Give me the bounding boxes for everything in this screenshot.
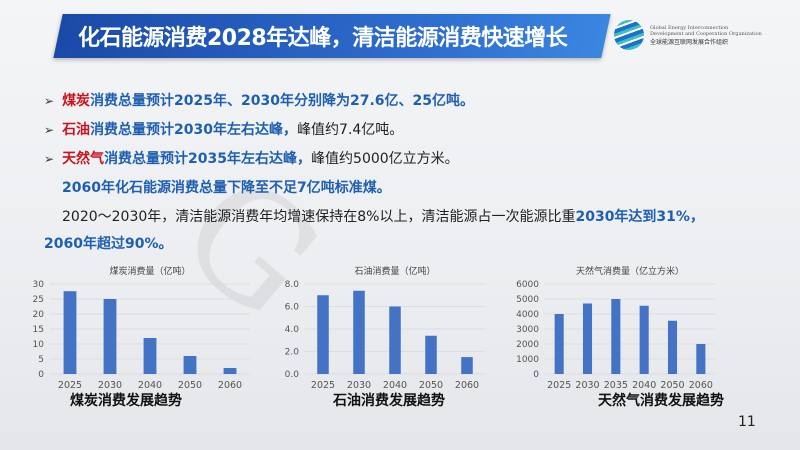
arrow-bullet-icon: ➢: [44, 123, 55, 137]
bullet-text: 消费总量预计2030年左右达峰，: [90, 122, 298, 138]
bar-2025: [554, 314, 564, 374]
x-tick-label: 2025: [311, 380, 335, 391]
bullet-coal: ➢ 煤炭消费总量预计2025年、2030年分别降为27.6亿、25亿吨。: [44, 90, 474, 110]
bullet-oil: ➢ 石油消费总量预计2030年左右达峰，峰值约7.4亿吨。: [44, 119, 403, 139]
bar-2060: [223, 368, 237, 374]
highlight-2030: 2030年达到31%，: [575, 209, 704, 225]
y-tick-label: 4000: [516, 310, 539, 320]
y-tick-label: 2.0: [285, 348, 300, 358]
y-tick-label: 2000: [516, 340, 539, 350]
x-tick-label: 2030: [347, 380, 371, 391]
bar-2050: [667, 320, 678, 374]
page-title: 化石能源消费2028年达峰，清洁能源消费快速增长: [78, 26, 568, 51]
y-tick-label: 30: [33, 280, 45, 290]
x-tick-label: 2040: [632, 380, 656, 391]
x-tick-label: 2025: [58, 380, 82, 391]
x-tick-label: 2030: [98, 380, 122, 391]
bar-2025: [317, 295, 329, 374]
chart-title: 煤炭消费量（亿吨）: [109, 265, 190, 277]
x-tick-label: 2040: [383, 380, 407, 391]
logo-en-line1: Global Energy Interconnection: [650, 24, 729, 31]
y-tick-label: 0.0: [285, 370, 300, 380]
bar-chart-svg: 石油消费量（亿吨） 0.0 2.0 4.0 6.0 8.0 2025 2030 2040 2050…: [285, 265, 485, 391]
x-tick-label: 2060: [455, 380, 479, 391]
x-tick-label: 2050: [178, 380, 202, 391]
y-tick-label: 0: [533, 370, 539, 380]
bullet-tail: 峰值约5000亿立方米。: [311, 151, 459, 167]
y-tick-label: 4.0: [285, 325, 300, 335]
paragraph-text: 2020～2030年，清洁能源消费年均增速保持在8%以上，清洁能源占一次能源比重: [62, 209, 576, 225]
bar-2030: [582, 303, 593, 374]
bar-2060: [461, 357, 473, 374]
chart-caption: 煤炭消费发展趋势: [70, 393, 182, 409]
bar-2025: [63, 291, 77, 374]
y-tick-label: 6.0: [285, 303, 300, 313]
bar-2040: [389, 306, 401, 374]
y-tick-label: 1000: [516, 355, 539, 365]
x-tick-label: 2035: [604, 380, 628, 391]
gas-chart: 天然气消费量（亿立方米） 0 1000 2000 3000 4000 5000 6000 202…: [505, 262, 735, 409]
y-tick-label: 6000: [516, 280, 539, 290]
x-tick-label: 2025: [547, 380, 571, 391]
y-tick-label: 10: [33, 340, 45, 350]
y-tick-label: 0: [38, 370, 44, 380]
chart-title: 石油消费量（亿吨）: [354, 265, 435, 277]
y-tick-label: 8.0: [285, 280, 300, 290]
summary: 2060年化石能源消费总量下降至不足7亿吨标准煤。: [62, 180, 391, 196]
globe-logo-icon: [614, 20, 644, 50]
y-tick-label: 3000: [516, 325, 539, 335]
arrow-bullet-icon: ➢: [44, 152, 55, 166]
logo-cn: 全球能源互联网发展合作组织: [650, 38, 729, 46]
y-tick-label: 5: [38, 355, 44, 365]
bar-2050: [183, 356, 197, 374]
chart-caption: 天然气消费发展趋势: [598, 393, 724, 409]
paragraph-cont: 2060年超过90%。: [44, 233, 172, 253]
logo-en-line2: Development and Cooperation Organization: [650, 30, 762, 37]
x-tick-label: 2060: [689, 380, 713, 391]
bar-2030: [353, 290, 365, 374]
bullet-key: 天然气: [62, 151, 105, 167]
bullet-text: 消费总量预计2035年左右达峰，: [104, 151, 312, 167]
x-tick-label: 2040: [138, 380, 162, 391]
x-tick-label: 2060: [218, 380, 242, 391]
bullet-key: 石油: [62, 122, 91, 138]
bullet-key: 煤炭: [62, 93, 91, 109]
bar-2060: [696, 344, 706, 374]
y-tick-label: 5000: [516, 295, 539, 305]
logo: Global Energy Interconnection Developmen…: [614, 20, 762, 50]
x-tick-label: 2050: [419, 380, 443, 391]
page-number: 11: [738, 414, 756, 430]
y-tick-label: 25: [33, 295, 44, 305]
bullet-text: 消费总量预计2025年、2030年分别降为27.6亿、25亿吨。: [90, 93, 475, 109]
x-tick-label: 2050: [660, 380, 684, 391]
bar-2035: [611, 299, 621, 374]
bullet-tail: 峰值约7.4亿吨。: [297, 122, 404, 138]
chart-caption: 石油消费发展趋势: [333, 393, 445, 409]
y-tick-label: 15: [33, 325, 44, 335]
oil-chart: 石油消费量（亿吨） 0.0 2.0 4.0 6.0 8.0 2025 2030 2040 2050…: [275, 262, 495, 409]
bullet-gas: ➢ 天然气消费总量预计2035年左右达峰，峰值约5000亿立方米。: [44, 148, 459, 168]
x-tick-label: 2030: [575, 380, 599, 391]
y-tick-label: 20: [33, 310, 45, 320]
arrow-bullet-icon: ➢: [44, 94, 55, 108]
chart-title: 天然气消费量（亿立方米）: [576, 265, 684, 277]
highlight-2060: 2060年超过90%。: [44, 236, 173, 252]
bar-2040: [639, 305, 649, 374]
bar-2040: [143, 338, 157, 374]
paragraph: 2020～2030年，清洁能源消费年均增速保持在8%以上，清洁能源占一次能源比重…: [62, 206, 704, 226]
bar-2050: [425, 335, 437, 374]
bar-chart-svg: 天然气消费量（亿立方米） 0 1000 2000 3000 4000 5000 6000 202…: [516, 265, 715, 391]
coal-chart: 煤炭消费量（亿吨） 0 5 10 15 20 25 30 2025 2030 2040 2050 206…: [20, 262, 260, 409]
bar-2030: [103, 299, 117, 374]
